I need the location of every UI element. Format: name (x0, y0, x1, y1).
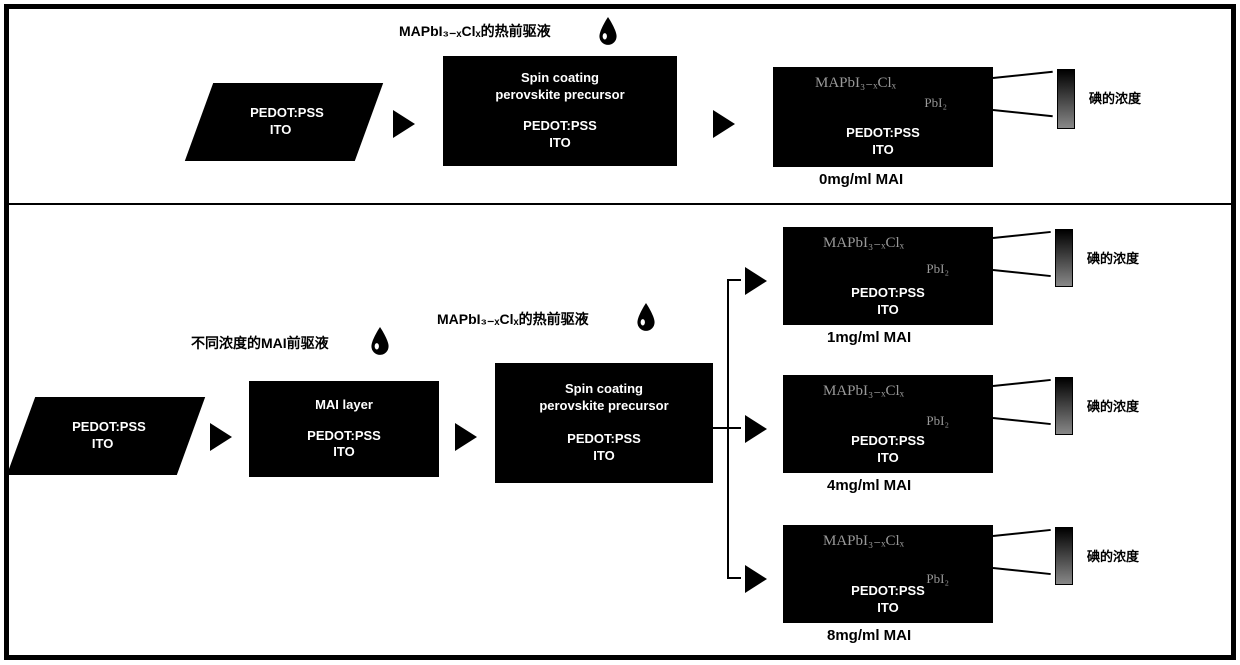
pedot-label: PEDOT:PSS (307, 428, 381, 445)
ito-label: ITO (783, 302, 993, 319)
ito-label: ITO (783, 600, 993, 617)
arrow-icon (713, 110, 735, 138)
gradient-bar-0 (1055, 229, 1073, 287)
ito-label: ITO (773, 142, 993, 159)
pedot-label: PEDOT:PSS (783, 433, 993, 450)
gradient-bar-2 (1055, 527, 1073, 585)
pedot-label: PEDOT:PSS (567, 431, 641, 448)
connector-line (993, 269, 1051, 277)
pbi2-label: PbI₂ (924, 95, 947, 111)
perovskite-label: MAPbI₃₋ₓClₓ (823, 381, 904, 400)
hot-precursor-label-top: MAPbI₃₋ₓClₓ的热前驱液 (399, 21, 551, 41)
ito-label: ITO (333, 444, 354, 461)
connector-line (993, 567, 1051, 575)
connector-line (993, 379, 1051, 387)
mai-precursor-label: 不同浓度的MAI前驱液 (191, 333, 329, 353)
bracket-bot (727, 577, 741, 579)
conc-label-top: 碘的浓度 (1089, 91, 1141, 107)
perovskite-label: MAPbI₃₋ₓClₓ (823, 531, 904, 550)
top-panel: MAPbI₃₋ₓClₓ的热前驱液 PEDOT:PSS ITO Spin coat… (7, 7, 1233, 205)
ito-label: ITO (593, 448, 614, 465)
result-box-2: MAPbI₃₋ₓClₓPbI₂PEDOT:PSSITO (783, 525, 993, 623)
result-caption-2: 8mg/ml MAI (827, 627, 911, 644)
spin-line1: Spin coating (521, 70, 599, 87)
bracket-vline (727, 279, 729, 579)
arrow-icon (745, 415, 767, 443)
ito-label: ITO (92, 436, 113, 453)
final-box-top: MAPbI₃₋ₓClₓ PbI₂ PEDOT:PSS ITO (773, 67, 993, 167)
spin-line2: perovskite precursor (539, 398, 668, 415)
substrate-box-top: PEDOT:PSS ITO (185, 83, 383, 161)
result-box-0: MAPbI₃₋ₓClₓ PbI₂ PEDOT:PSSITO (783, 227, 993, 325)
droplet-icon (369, 327, 391, 357)
spincoat-box-top: Spin coating perovskite precursor PEDOT:… (443, 56, 677, 166)
perovskite-label: MAPbI₃₋ₓClₓ (823, 233, 904, 252)
conc-label-2: 碘的浓度 (1087, 549, 1139, 565)
ito-label: ITO (270, 122, 291, 139)
result-caption-1: 4mg/ml MAI (827, 477, 911, 494)
pbi2-label: PbI₂ (926, 261, 949, 277)
pedot-label: PEDOT:PSS (773, 125, 993, 142)
perovskite-label: MAPbI₃₋ₓClₓ (815, 73, 896, 92)
gradient-bar-top (1057, 69, 1075, 129)
arrow-icon (455, 423, 477, 451)
mai-layer-box: MAI layer PEDOT:PSS ITO (249, 381, 439, 477)
ito-label: ITO (783, 450, 993, 467)
mai-layer-label: MAI layer (315, 397, 373, 414)
arrow-icon (393, 110, 415, 138)
substrate-box-bottom: PEDOT:PSS ITO (7, 397, 205, 475)
pedot-label: PEDOT:PSS (72, 419, 146, 436)
droplet-icon (635, 303, 657, 333)
bracket-stem (713, 427, 727, 429)
connector-line (993, 231, 1051, 239)
conc-label-1: 碘的浓度 (1087, 399, 1139, 415)
hot-precursor-label-bottom: MAPbI₃₋ₓClₓ的热前驱液 (437, 309, 589, 329)
result-caption-0: 1mg/ml MAI (827, 329, 911, 346)
arrow-icon (745, 267, 767, 295)
spin-line2: perovskite precursor (495, 87, 624, 104)
pbi2-label: PbI₂ (926, 413, 949, 429)
bottom-panel: 不同浓度的MAI前驱液 MAPbI₃₋ₓClₓ的热前驱液 PEDOT:PSS I… (7, 205, 1233, 657)
spincoat-box-bottom: Spin coating perovskite precursor PEDOT:… (495, 363, 713, 483)
bracket-top (727, 279, 741, 281)
gradient-bar-1 (1055, 377, 1073, 435)
connector-line (993, 529, 1051, 537)
ito-label: ITO (549, 135, 570, 152)
pedot-label: PEDOT:PSS (783, 285, 993, 302)
droplet-icon (597, 17, 619, 47)
connector-line (993, 417, 1051, 425)
connector-line (993, 109, 1053, 117)
pedot-label: PEDOT:PSS (783, 583, 993, 600)
final-caption-top: 0mg/ml MAI (819, 171, 903, 188)
bracket-mid (727, 427, 741, 429)
connector-line (993, 71, 1053, 79)
arrow-icon (745, 565, 767, 593)
pedot-label: PEDOT:PSS (250, 105, 324, 122)
spin-line1: Spin coating (565, 381, 643, 398)
result-box-1: MAPbI₃₋ₓClₓ PbI₂ PEDOT:PSSITO (783, 375, 993, 473)
pedot-label: PEDOT:PSS (523, 118, 597, 135)
arrow-icon (210, 423, 232, 451)
conc-label-0: 碘的浓度 (1087, 251, 1139, 267)
